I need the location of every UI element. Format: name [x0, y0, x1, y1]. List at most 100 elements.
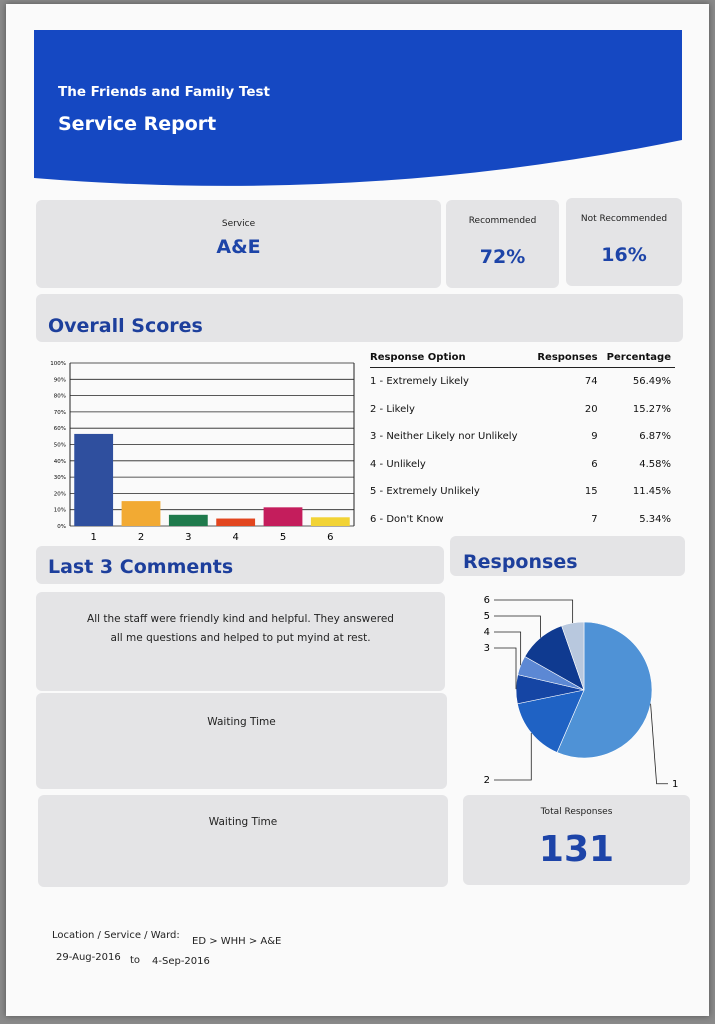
y-tick-label: 10% [54, 508, 66, 514]
table-cell: 4 - Unlikely [370, 458, 426, 470]
bar-chart: 0% 10% 20% 30% 40% 50% 60% 70% 80% 90% 100% 1 2 3 4 5 6 [50, 361, 355, 543]
y-tick-label: 60% [54, 426, 66, 432]
leader-line [494, 599, 574, 623]
comment-box: Waiting Time [38, 795, 448, 887]
bar [263, 507, 303, 526]
table-row: 6 - Don't Know 7 5.34% [370, 506, 675, 534]
y-tick-label: 100% [50, 361, 66, 367]
recommended-label: Recommended [468, 216, 537, 226]
recommended-value: 72% [479, 246, 526, 268]
table-cell: 56.49% [632, 376, 671, 388]
comment: Waiting Time [208, 816, 278, 828]
not-recommended-label: Not Recommended [580, 214, 668, 224]
table-cell: 6 - Don't Know [370, 513, 444, 525]
not-recommended-value: 16% [601, 244, 647, 266]
total-box: Total Responses 131 [463, 795, 690, 885]
comment: Waiting Time [207, 716, 276, 728]
comment-box: Waiting Time [36, 693, 447, 789]
table-cell: 6.87% [639, 431, 671, 443]
table-cell: 4.58% [639, 458, 671, 470]
table-cell: 1 - Extremely Likely [370, 376, 469, 388]
date-from: 29-Aug-2016 [56, 952, 121, 963]
total-value: 131 [538, 829, 615, 870]
leader-line [494, 631, 522, 666]
x-tick-label: 5 [280, 532, 286, 543]
column-header: Percentage [601, 350, 675, 368]
pie-slice [556, 621, 653, 759]
comment: All the staff were friendly kind and hel… [87, 613, 394, 644]
table-body: 1 - Extremely Likely 74 56.49% 2 - Likely 20… [370, 368, 675, 534]
table-row: 3 - Neither Likely nor Unlikely 9 6.87% [370, 423, 675, 451]
y-tick-label: 50% [54, 443, 66, 449]
table-cell: 3 - Neither Likely nor Unlikely [370, 431, 518, 443]
leader-line [494, 647, 517, 690]
table-row: 5 - Extremely Unlikely 15 11.45% [370, 478, 675, 506]
x-tick-label: 4 [232, 532, 238, 543]
x-tick-label: 3 [185, 532, 191, 543]
bar [121, 501, 161, 526]
comments-heading: Last 3 Comments [48, 556, 234, 578]
column-header: Responses [532, 350, 602, 368]
bar [310, 517, 350, 526]
table-header: Response Option Responses Percentage [370, 350, 675, 368]
bar [216, 518, 256, 526]
table-row: 1 - Extremely Likely 74 56.49% [370, 368, 675, 396]
recommended-box: Recommended 72% [446, 200, 559, 288]
table-cell: 11.45% [632, 486, 671, 498]
table-cell: 2 - Likely [370, 403, 415, 415]
overall-heading: Overall Scores [48, 315, 203, 337]
leader-line [494, 732, 532, 781]
location-label: Location / Service / Ward: [52, 930, 180, 941]
service-label: Service [221, 219, 256, 229]
banner: The Friends and Family Test Service Repo… [34, 30, 682, 186]
y-tick-label: 30% [54, 475, 66, 481]
table-cell: 15.27% [632, 403, 671, 415]
pie-label: 3 [484, 643, 490, 654]
pie-label: 5 [484, 611, 490, 622]
table-cell: 5 - Extremely Unlikely [370, 486, 480, 498]
y-tick-label: 40% [54, 459, 66, 465]
comment-box: All the staff were friendly kind and hel… [36, 592, 445, 691]
comments-heading-box: Last 3 Comments [36, 546, 444, 584]
table-cell: 20 [584, 403, 598, 415]
service-box: Service A&E [36, 200, 441, 288]
x-tick-label: 2 [138, 532, 144, 543]
pie-label: 4 [484, 627, 490, 638]
pie-label: 6 [484, 595, 490, 606]
table-cell: 6 [591, 458, 598, 470]
x-tick-label: 6 [327, 532, 333, 543]
not-recommended-box: Not Recommended 16% [566, 198, 682, 286]
location: ED > WHH > A&E [192, 936, 282, 947]
column-header: Response Option [370, 350, 533, 368]
y-tick-label: 0% [57, 524, 66, 530]
date-to-label: to [130, 955, 141, 966]
responses-heading-box: Responses [450, 536, 685, 576]
y-tick-label: 90% [54, 377, 66, 383]
paper: The Friends and Family Test Service Repo… [6, 4, 709, 1016]
score-table: Response Option Responses Percentage 1 - E… [370, 350, 675, 533]
title: Service Report [58, 113, 216, 135]
leader-line [650, 703, 668, 785]
date-to: 4-Sep-2016 [152, 956, 210, 967]
bar [74, 433, 114, 526]
pie-chart: 1 2 3 4 5 6 [484, 595, 679, 790]
total-label: Total Responses [540, 807, 613, 817]
table-cell: 15 [584, 486, 598, 498]
bar [168, 514, 208, 526]
y-tick-label: 70% [54, 410, 66, 416]
subtitle: The Friends and Family Test [58, 84, 271, 100]
table-cell: 7 [591, 513, 598, 525]
y-tick-label: 20% [54, 491, 66, 497]
overall-box: Overall Scores [36, 294, 683, 342]
pie-label: 1 [672, 779, 678, 790]
banner-shape [34, 30, 682, 186]
leader-line [494, 615, 541, 638]
table-cell: 9 [591, 431, 598, 443]
service-value: A&E [216, 236, 261, 258]
pie-label: 2 [484, 775, 490, 786]
y-tick-label: 80% [54, 394, 66, 400]
table-row: 4 - Unlikely 6 4.58% [370, 451, 675, 479]
x-tick-label: 1 [90, 532, 96, 543]
responses-heading: Responses [463, 551, 578, 573]
